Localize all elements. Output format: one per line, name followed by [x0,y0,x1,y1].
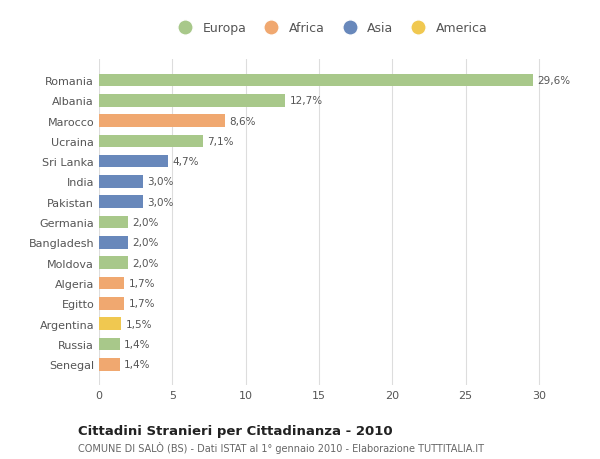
Text: 12,7%: 12,7% [290,96,323,106]
Bar [99,115,225,128]
Bar [99,216,128,229]
Text: 29,6%: 29,6% [538,76,571,86]
Bar [99,358,119,371]
Text: COMUNE DI SALÒ (BS) - Dati ISTAT al 1° gennaio 2010 - Elaborazione TUTTITALIA.IT: COMUNE DI SALÒ (BS) - Dati ISTAT al 1° g… [78,441,484,453]
Bar [99,95,285,107]
Text: 1,4%: 1,4% [124,339,151,349]
Text: Cittadini Stranieri per Cittadinanza - 2010: Cittadini Stranieri per Cittadinanza - 2… [78,424,392,437]
Bar [99,277,124,290]
Bar [99,318,121,330]
Bar [99,196,143,209]
Text: 8,6%: 8,6% [230,116,256,126]
Bar [99,257,128,269]
Text: 3,0%: 3,0% [148,177,174,187]
Text: 7,1%: 7,1% [208,137,234,146]
Bar [99,176,143,188]
Text: 1,7%: 1,7% [128,279,155,288]
Bar [99,236,128,249]
Text: 2,0%: 2,0% [133,258,159,268]
Text: 4,7%: 4,7% [172,157,199,167]
Bar [99,338,119,351]
Legend: Europa, Africa, Asia, America: Europa, Africa, Asia, America [167,17,493,40]
Bar [99,297,124,310]
Bar [99,74,533,87]
Text: 1,7%: 1,7% [128,299,155,308]
Text: 3,0%: 3,0% [148,197,174,207]
Text: 2,0%: 2,0% [133,218,159,228]
Text: 1,5%: 1,5% [125,319,152,329]
Bar [99,135,203,148]
Text: 1,4%: 1,4% [124,359,151,369]
Text: 2,0%: 2,0% [133,238,159,248]
Bar [99,156,168,168]
